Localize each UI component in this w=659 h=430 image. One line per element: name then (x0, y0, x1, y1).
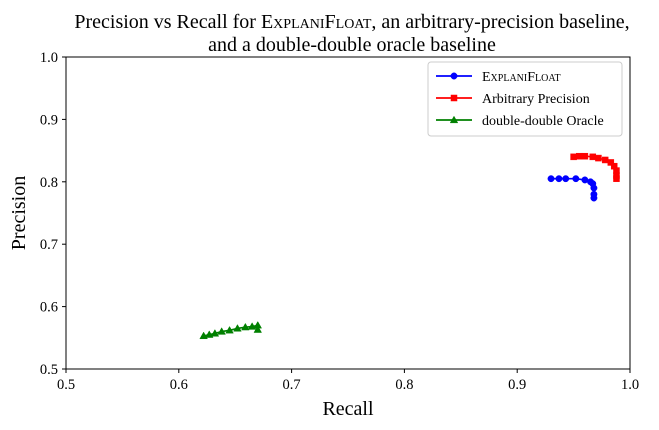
data-point-triangle (217, 327, 226, 335)
data-point-circle (547, 175, 555, 183)
x-tick-label: 0.6 (170, 377, 188, 393)
data-point-square (595, 154, 602, 162)
data-point-triangle (233, 324, 242, 332)
data-point-square (589, 153, 597, 161)
x-tick-label: 0.8 (395, 377, 413, 393)
chart-title-line-2: and a double-double oracle baseline (208, 34, 496, 56)
y-tick-label: 0.9 (40, 112, 58, 128)
y-tick-label: 0.5 (40, 362, 58, 378)
chart-title-line-1: Precision vs Recall for ExplaniFloat, an… (74, 11, 629, 33)
data-point-square (575, 152, 583, 160)
series-1 (570, 152, 620, 182)
y-tick-label: 1.0 (40, 50, 58, 66)
data-point-circle (590, 194, 598, 202)
series-layer (199, 152, 620, 340)
data-point-square (570, 153, 577, 161)
x-tick-label: 0.7 (283, 377, 301, 393)
y-tick-label: 0.6 (40, 300, 58, 316)
legend-marker (450, 94, 458, 102)
data-point-square (601, 156, 609, 164)
data-point-triangle (253, 325, 262, 333)
y-axis-label: Precision (8, 176, 30, 250)
legend-label: double-double Oracle (482, 114, 604, 129)
data-point-circle (572, 175, 580, 183)
data-point-square (581, 152, 589, 160)
legend-item: Arbitrary Precision (436, 92, 590, 107)
data-point-triangle (241, 322, 250, 331)
title-tool-name: ExplaniFloat (261, 11, 372, 33)
data-point-triangle (210, 329, 220, 337)
plot-area-frame (65, 56, 631, 370)
legend-marker (449, 115, 459, 124)
x-tick-label: 0.9 (508, 377, 526, 393)
data-point-circle (590, 184, 598, 192)
x-axis-ticks: 0.5 0.6 0.7 0.8 0.9 1.0 (57, 369, 639, 393)
legend-item: ExplaniFloat (436, 70, 561, 85)
title-segment: Precision vs Recall for (74, 11, 261, 33)
y-axis-ticks: 0.5 0.6 0.7 0.8 0.9 1.0 (40, 50, 66, 378)
legend-item: double-double Oracle (436, 114, 604, 129)
legend-label: ExplaniFloat (482, 70, 561, 85)
data-point-circle (562, 175, 570, 183)
data-point-triangle (225, 326, 234, 334)
legend-marker (450, 72, 458, 80)
series-0 (547, 175, 598, 202)
legend-box (427, 61, 623, 137)
series-2 (199, 321, 262, 340)
x-tick-label: 1.0 (621, 377, 639, 393)
data-point-square (607, 159, 615, 166)
y-tick-label: 0.7 (40, 237, 58, 253)
data-point-square (613, 175, 620, 182)
x-tick-label: 0.5 (57, 377, 75, 393)
title-segment: , an arbitrary-precision baseline, (371, 11, 629, 33)
legend-label: Arbitrary Precision (482, 92, 590, 107)
data-point-circle (555, 175, 563, 183)
x-axis-label: Recall (322, 398, 374, 420)
y-tick-label: 0.8 (40, 175, 58, 191)
legend: ExplaniFloat Arbitrary Precision double-do… (427, 61, 623, 137)
series-line (203, 324, 259, 337)
